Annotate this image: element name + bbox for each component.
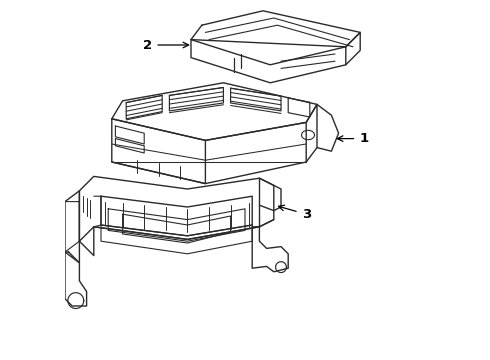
Text: 1: 1 (338, 132, 368, 145)
Text: 2: 2 (143, 39, 189, 51)
Text: 3: 3 (278, 205, 311, 221)
